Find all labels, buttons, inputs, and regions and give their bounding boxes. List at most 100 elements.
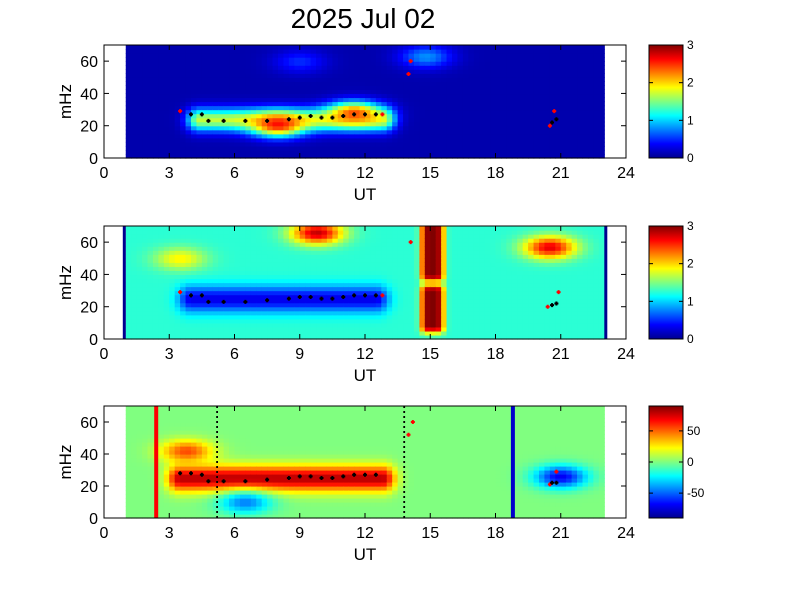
heatmap-cell bbox=[196, 294, 203, 300]
heatmap-cell bbox=[283, 65, 290, 70]
heatmap-cell bbox=[468, 141, 475, 147]
heatmap-cell bbox=[370, 290, 377, 296]
heatmap-cell bbox=[365, 314, 372, 320]
heatmap-cell bbox=[229, 149, 236, 155]
heatmap-cell bbox=[555, 65, 562, 70]
heatmap-cell bbox=[424, 274, 431, 280]
heatmap-cell bbox=[229, 49, 236, 54]
heatmap-cell bbox=[468, 97, 475, 103]
heatmap-cell bbox=[381, 49, 388, 54]
heatmap-cell bbox=[272, 141, 279, 147]
heatmap-cell bbox=[528, 153, 535, 159]
heatmap-cell bbox=[446, 69, 453, 74]
heatmap-cell bbox=[452, 89, 459, 95]
heatmap-cell bbox=[196, 310, 203, 316]
heatmap-cell bbox=[408, 101, 415, 107]
heatmap-cell bbox=[528, 294, 535, 300]
heatmap-cell bbox=[261, 242, 268, 247]
heatmap-cell bbox=[256, 117, 263, 123]
heatmap-cell bbox=[218, 129, 225, 135]
heatmap-cell bbox=[163, 234, 170, 239]
heatmap-cell bbox=[354, 274, 361, 280]
heatmap-cell bbox=[577, 69, 584, 74]
heatmap-cell bbox=[544, 310, 551, 316]
heatmap-cell bbox=[539, 322, 546, 328]
heatmap-cell bbox=[348, 105, 355, 111]
heatmap-cell bbox=[517, 81, 524, 86]
heatmap-cell bbox=[392, 326, 399, 332]
heatmap-cell bbox=[598, 141, 605, 147]
heatmap-cell bbox=[288, 334, 295, 340]
heatmap-cell bbox=[326, 141, 333, 147]
heatmap-cell bbox=[375, 290, 382, 296]
heatmap-cell bbox=[473, 278, 480, 284]
heatmap-cell bbox=[370, 270, 377, 276]
heatmap-cell bbox=[598, 89, 605, 95]
heatmap-cell bbox=[528, 262, 535, 267]
heatmap-cell bbox=[136, 290, 143, 296]
heatmap-cell bbox=[424, 246, 431, 251]
heatmap-cell bbox=[261, 121, 268, 127]
heatmap-cell bbox=[201, 69, 208, 74]
heatmap-cell bbox=[169, 282, 176, 288]
heatmap-cell bbox=[506, 294, 513, 300]
heatmap-cell bbox=[321, 97, 328, 103]
heatmap-cell bbox=[310, 109, 317, 115]
heatmap-cell bbox=[549, 286, 556, 292]
heatmap-cell bbox=[533, 129, 540, 135]
heatmap-cell bbox=[316, 282, 323, 288]
heatmap-cell bbox=[169, 278, 176, 284]
heatmap-cell bbox=[408, 254, 415, 259]
heatmap-cell bbox=[468, 230, 475, 235]
heatmap-cell bbox=[473, 53, 480, 58]
heatmap-cell bbox=[326, 230, 333, 235]
heatmap-cell bbox=[506, 278, 513, 284]
heatmap-cell bbox=[288, 246, 295, 251]
heatmap-cell bbox=[593, 69, 600, 74]
heatmap-cell bbox=[462, 49, 469, 54]
heatmap-cell bbox=[479, 322, 486, 328]
heatmap-cell bbox=[566, 262, 573, 267]
heatmap-cell bbox=[169, 298, 176, 304]
heatmap-cell bbox=[234, 282, 241, 288]
heatmap-cell bbox=[147, 125, 154, 131]
heatmap-cell bbox=[131, 250, 138, 255]
heatmap-cell bbox=[152, 109, 159, 115]
heatmap-cell bbox=[479, 326, 486, 332]
heatmap-cell bbox=[571, 258, 578, 263]
heatmap-cell bbox=[152, 49, 159, 54]
heatmap-cell bbox=[152, 129, 159, 135]
heatmap-cell bbox=[375, 242, 382, 247]
heatmap-cell bbox=[549, 298, 556, 304]
heatmap-cell bbox=[490, 145, 497, 151]
heatmap-cell bbox=[511, 49, 518, 54]
y-tick-label: 60 bbox=[80, 54, 98, 71]
heatmap-cell bbox=[267, 121, 274, 127]
heatmap-cell bbox=[435, 145, 442, 151]
heatmap-cell bbox=[435, 105, 442, 111]
heatmap-cell bbox=[582, 302, 589, 308]
heatmap-cell bbox=[239, 85, 246, 90]
heatmap-cell bbox=[234, 318, 241, 324]
heatmap-cell bbox=[250, 61, 257, 66]
heatmap-cell bbox=[321, 105, 328, 111]
heatmap-cell bbox=[337, 250, 344, 255]
heatmap-cell bbox=[245, 65, 252, 70]
heatmap-cell bbox=[250, 250, 257, 255]
heatmap-cell bbox=[582, 133, 589, 139]
heatmap-cell bbox=[560, 302, 567, 308]
heatmap-cell bbox=[185, 314, 192, 320]
heatmap-cell bbox=[245, 294, 252, 300]
heatmap-cell bbox=[125, 121, 132, 127]
heatmap-cell bbox=[125, 137, 132, 143]
heatmap-cell bbox=[511, 270, 518, 276]
heatmap-cell bbox=[212, 61, 219, 66]
heatmap-cell bbox=[392, 61, 399, 66]
heatmap-cell bbox=[403, 302, 410, 308]
heatmap-cell bbox=[147, 326, 154, 332]
heatmap-cell bbox=[539, 97, 546, 103]
heatmap-cell bbox=[261, 278, 268, 284]
heatmap-cell bbox=[321, 322, 328, 328]
heatmap-cell bbox=[354, 145, 361, 151]
heatmap-cell bbox=[267, 81, 274, 86]
